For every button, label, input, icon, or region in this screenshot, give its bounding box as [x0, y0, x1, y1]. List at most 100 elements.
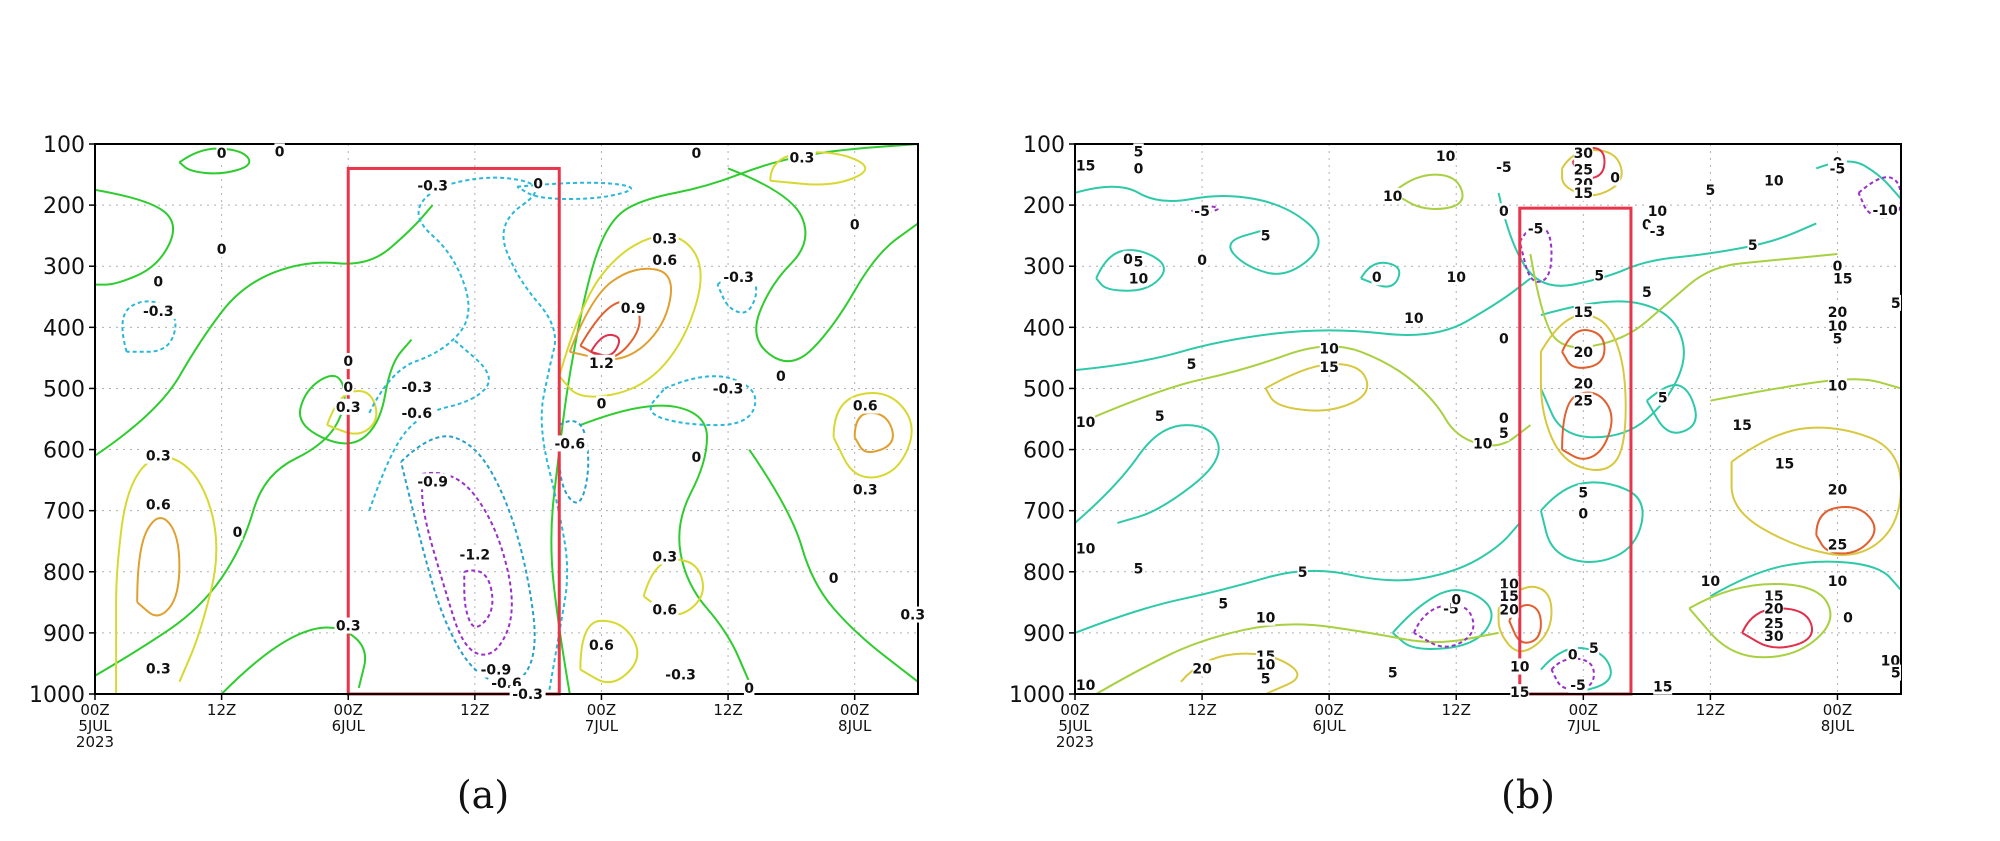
contour-lines: [95, 144, 918, 694]
contour-label-bg: [1260, 227, 1271, 244]
contour-label: 20: [1828, 305, 1848, 321]
contour-label-bg: [1473, 435, 1493, 452]
contour-line: [115, 455, 218, 694]
contour-line: [1539, 300, 1685, 439]
contour-label: 5: [1642, 285, 1652, 301]
contour-line: [95, 338, 413, 677]
contour-label-bg: [662, 666, 699, 683]
contour-label: 10: [1076, 678, 1096, 694]
contour-label: 0: [343, 380, 353, 396]
y-tick-label: 1000: [1009, 683, 1065, 708]
contour-label: 0: [1499, 411, 1509, 427]
contour-label-bg: [1827, 481, 1847, 498]
contour-label: 5: [1748, 238, 1758, 254]
contour-label-bg: [414, 473, 451, 490]
contour-label: 5: [1298, 565, 1308, 581]
y-tick-label: 700: [43, 500, 85, 525]
contour-label-bg: [651, 230, 679, 247]
contour-label-bg: [849, 216, 860, 233]
contour-label: 5: [1261, 229, 1271, 245]
contour-label-bg: [1567, 646, 1578, 663]
contour-label: 15: [1833, 271, 1852, 287]
contour-label: 5: [1891, 666, 1901, 682]
contour-label: -5: [1830, 161, 1846, 177]
contour-label-bg: [414, 177, 451, 194]
contour-label-bg: [1494, 159, 1514, 176]
contour-label-bg: [1747, 236, 1758, 253]
contour-label-bg: [1647, 203, 1667, 220]
contour-label-bg: [743, 679, 755, 696]
contour-label: 10: [1446, 270, 1466, 286]
contour-label-bg: [1890, 294, 1901, 311]
x-tick-label: 12Z: [1442, 701, 1471, 719]
contour-label-bg: [1218, 595, 1229, 612]
y-tick-label: 1000: [29, 683, 85, 708]
contour-label: 10: [1256, 658, 1276, 674]
contour-line: [220, 626, 367, 694]
contour-label: 20: [1192, 661, 1212, 677]
contour-label: 5: [1891, 296, 1901, 312]
contour-label-bg: [1498, 330, 1510, 347]
contour-label: 5: [1261, 672, 1271, 688]
contour-label: 20: [1828, 482, 1848, 498]
x-tick-label: 12Z: [1187, 701, 1216, 719]
contour-label-bg: [898, 606, 927, 623]
contour-label: 0: [597, 397, 607, 413]
contour-label: 10: [1129, 271, 1149, 287]
contour-label: 25: [1828, 537, 1847, 553]
contour-line: [1391, 589, 1493, 650]
contour-line: [178, 147, 251, 175]
contour-label-bg: [140, 302, 177, 319]
contour-label: 0: [692, 146, 702, 162]
x-tick-label: 00Z: [587, 701, 616, 719]
contour-label-bg: [1653, 678, 1673, 695]
contour-label: 15: [1319, 360, 1338, 376]
x-day-label: 8JUL: [1821, 717, 1855, 735]
contour-label: 0: [1123, 252, 1133, 268]
contour-label: 0.6: [146, 498, 171, 514]
contour-line: [727, 167, 918, 363]
contour-line: [590, 333, 621, 357]
contour-label-bg: [691, 145, 702, 162]
contour-label: -0.6: [554, 436, 585, 452]
y-tick-label: 400: [1023, 316, 1065, 341]
contour-label: 5: [1218, 597, 1228, 613]
contour-label-bg: [828, 569, 839, 586]
y-tick-label: 100: [1023, 133, 1065, 158]
x-tick-label: 12Z: [207, 701, 236, 719]
contour-label-bg: [1609, 169, 1621, 186]
x-tick-label: 12Z: [460, 701, 489, 719]
contour-label-bg: [1827, 318, 1847, 335]
contour-label: 0: [1642, 218, 1652, 234]
x-tick-label: 00Z: [1060, 701, 1089, 719]
contour-label-bg: [1827, 160, 1847, 177]
contour-label: -0.9: [481, 663, 512, 679]
contour-label: 0: [343, 354, 353, 370]
contour-label-bg: [1383, 187, 1403, 204]
contour-line: [558, 234, 702, 398]
contour-label-bg: [1499, 576, 1519, 592]
contour-label-bg: [651, 601, 679, 618]
y-tick-label: 600: [1023, 439, 1065, 464]
contour-label-bg: [1593, 267, 1605, 284]
contour-line: [853, 411, 894, 454]
contour-label-bg: [1076, 414, 1096, 431]
y-tick-label: 900: [43, 622, 85, 647]
panel-label: (b): [1501, 773, 1555, 817]
contour-label: -0.3: [143, 304, 174, 320]
contour-label-bg: [334, 398, 362, 415]
y-tick-label: 300: [1023, 255, 1065, 280]
x-tick-label: 00Z: [1569, 701, 1598, 719]
contour-label-bg: [1764, 588, 1784, 605]
contour-label: -0.3: [417, 179, 448, 195]
contour-line: [1815, 506, 1876, 555]
contour-label: 25: [1574, 163, 1593, 179]
contour-label-bg: [1880, 652, 1900, 669]
contour-line: [516, 181, 632, 201]
contour-label-bg: [1573, 375, 1593, 392]
contour-line: [1709, 560, 1901, 598]
